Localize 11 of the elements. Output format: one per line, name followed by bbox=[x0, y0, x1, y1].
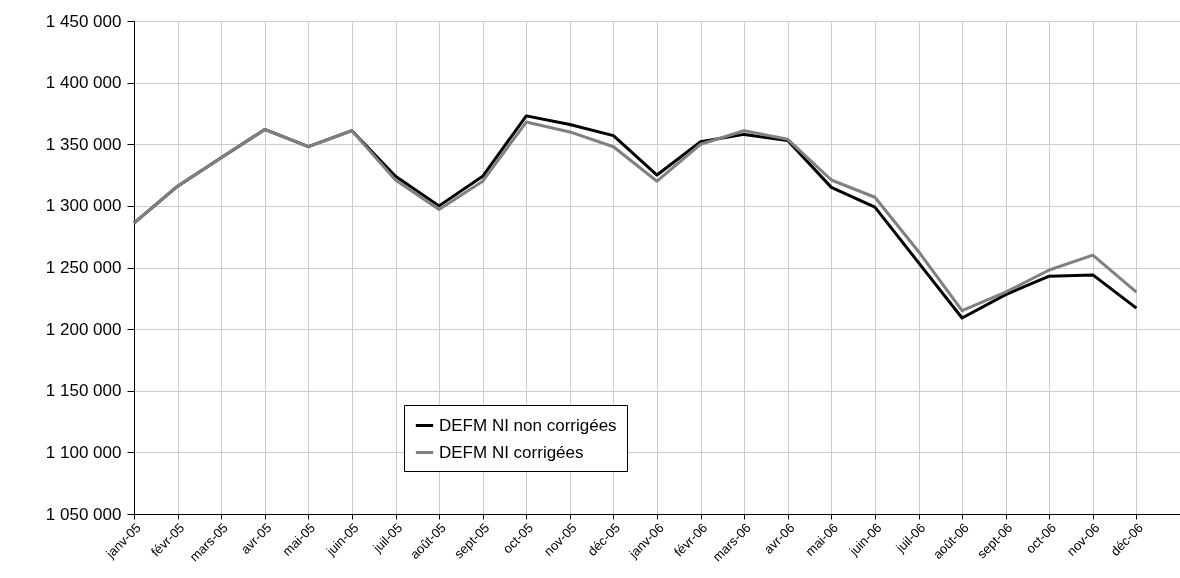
y-tick-label: 1 300 000 bbox=[45, 196, 122, 216]
y-tick-label: 1 400 000 bbox=[45, 73, 122, 93]
y-tick-label: 1 450 000 bbox=[45, 11, 122, 31]
y-tick-label: 1 150 000 bbox=[45, 381, 122, 401]
y-tick-label: 1 050 000 bbox=[45, 504, 122, 524]
y-tick-label: 1 200 000 bbox=[45, 319, 122, 339]
legend-label: DEFM NI non corrigées bbox=[439, 415, 617, 435]
y-tick-label: 1 350 000 bbox=[45, 134, 122, 154]
y-tick-label: 1 100 000 bbox=[45, 442, 122, 462]
legend-label: DEFM NI corrigées bbox=[439, 442, 584, 462]
y-tick-label: 1 250 000 bbox=[45, 258, 122, 277]
